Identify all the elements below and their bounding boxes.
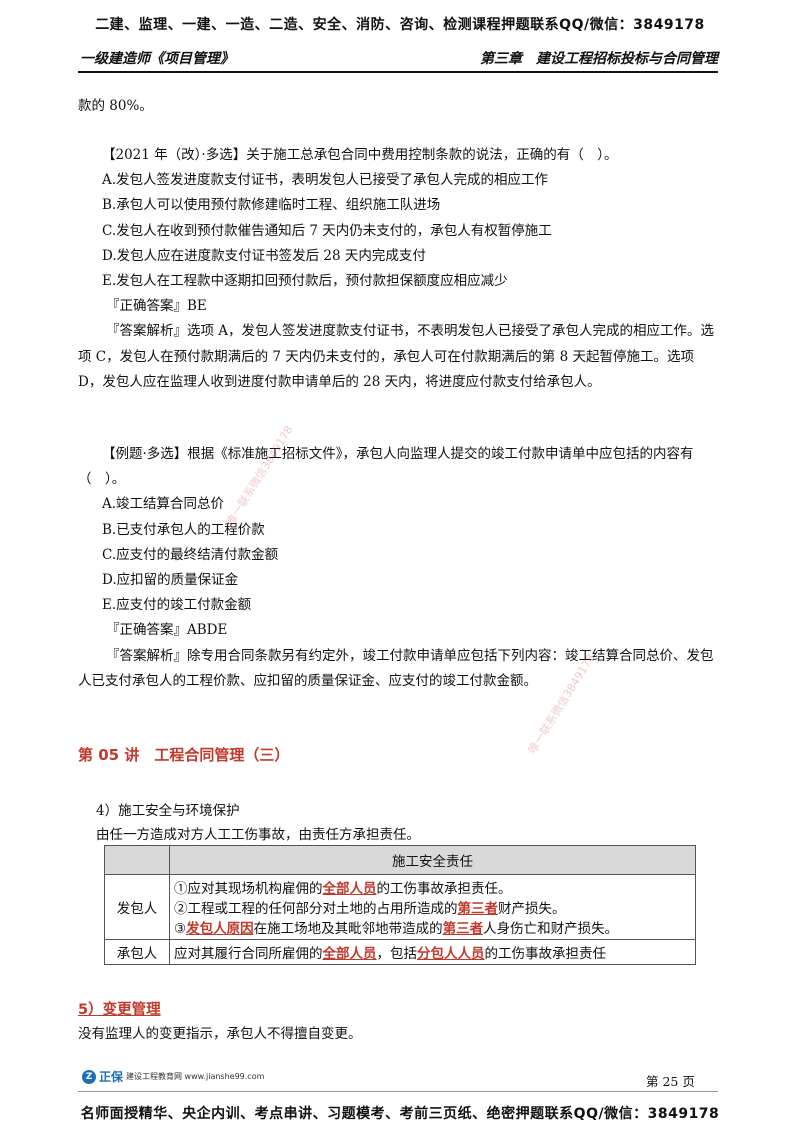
logo-icon: Z — [82, 1069, 96, 1084]
change-rule-text: 没有监理人的变更指示，承包人不得擅自变更。 — [78, 1026, 362, 1042]
option-b: B.承包人可以使用预付款修建临时工程、组织施工队进场 — [102, 197, 441, 214]
header-book-title: 一级建造师《项目管理》 — [80, 51, 234, 67]
employer-line: ③发包人原因在施工场地及其毗邻地带造成的第三者人身伤亡和财产损失。 — [174, 921, 619, 937]
question-2021: 【2021 年（改）·多选】关于施工总承包合同中费用控制条款的说法，正确的有（ … — [78, 143, 722, 395]
option-c: C.应支付的最终结清付款金额 — [102, 546, 279, 563]
option-e: E.应支付的竣工付款金额 — [102, 597, 252, 614]
correct-answer: 『正确答案』BE — [106, 298, 207, 315]
employer-responsibilities: ①应对其现场机构雇佣的全部人员的工伤事故承担责任。 ②工程或工程的任何部分对土地… — [169, 874, 696, 940]
option-b: B.已支付承包人的工程价款 — [102, 521, 265, 538]
header-rule — [78, 71, 718, 73]
question-example: 【例题·多选】根据《标准施工招标文件》，承包人向监理人提交的竣工付款申请单中应包… — [78, 442, 722, 694]
lecture-title: 第 05 讲 工程合同管理（三） — [78, 746, 290, 764]
header-chapter-title: 第三章 建设工程招标投标与合同管理 — [480, 51, 718, 67]
table-header-row: 施工安全责任 — [104, 845, 696, 875]
employer-line: ①应对其现场机构雇佣的全部人员的工伤事故承担责任。 — [174, 881, 512, 897]
question-stem: 【例题·多选】根据《标准施工招标文件》，承包人向监理人提交的竣工付款申请单中应包… — [78, 446, 694, 488]
logo-brand: 正保 — [99, 1070, 124, 1084]
page-number: 第 25 页 — [646, 1074, 695, 1089]
table-row: 承包人 应对其履行合同所雇佣的全部人员，包括分包人人员的工伤事故承担责任 — [104, 939, 696, 965]
publisher-logo: Z 正保 建设工程教育网 www.jianshe99.com — [82, 1068, 264, 1085]
section-heading-change: 5）变更管理 — [78, 1002, 161, 1018]
option-e: E.发包人在工程款中逐期扣回预付款后，预付款担保额度应相应减少 — [102, 273, 508, 290]
logo-subtitle: 建设工程教育网 www.jianshe99.com — [126, 1072, 265, 1081]
employer-line: ②工程或工程的任何部分对土地的占用所造成的第三者财产损失。 — [174, 901, 566, 917]
option-c: C.发包人在收到预付款催告通知后 7 天内仍未支付的，承包人有权暂停施工 — [102, 222, 552, 239]
footer-rule — [78, 1091, 718, 1092]
option-a: A.竣工结算合同总价 — [102, 496, 225, 513]
section-intro: 由任一方造成对方人工工伤事故，由责任方承担责任。 — [96, 827, 420, 843]
answer-analysis: 『答案解析』选项 A，发包人签发进度款支付证书，不表明发包人已接受了承包人完成的… — [78, 323, 715, 390]
option-d: D.应扣留的质量保证金 — [102, 572, 239, 589]
correct-answer: 『正确答案』ABDE — [106, 622, 228, 639]
option-d: D.发包人应在进度款支付证书签发后 28 天内完成支付 — [102, 247, 426, 264]
continuation-text: 款的 80%。 — [78, 98, 153, 114]
table-header: 施工安全责任 — [169, 845, 696, 875]
contractor-responsibilities: 应对其履行合同所雇佣的全部人员，包括分包人人员的工伤事故承担责任 — [169, 939, 696, 965]
table-row: 发包人 ①应对其现场机构雇佣的全部人员的工伤事故承担责任。 ②工程或工程的任何部… — [104, 874, 696, 940]
row-label-employer: 发包人 — [104, 874, 170, 940]
table-header-empty — [104, 845, 170, 875]
section-heading: 4）施工安全与环境保护 — [96, 803, 240, 819]
bottom-banner: 名师面授精华、央企内训、考点串讲、习题模考、考前三页纸、绝密押题联系QQ/微信：… — [80, 1106, 720, 1122]
answer-analysis: 『答案解析』除专用合同条款另有约定外，竣工付款申请单应包括下列内容：竣工结算合同… — [78, 647, 714, 689]
top-banner: 二建、监理、一建、一造、二造、安全、消防、咨询、检测课程押题联系QQ/微信：38… — [95, 17, 705, 33]
row-label-contractor: 承包人 — [104, 939, 170, 965]
safety-responsibility-table: 施工安全责任 发包人 ①应对其现场机构雇佣的全部人员的工伤事故承担责任。 ②工程… — [104, 845, 696, 965]
question-stem: 【2021 年（改）·多选】关于施工总承包合同中费用控制条款的说法，正确的有（ … — [102, 147, 618, 163]
option-a: A.发包人签发进度款支付证书，表明发包人已接受了承包人完成的相应工作 — [102, 172, 549, 189]
